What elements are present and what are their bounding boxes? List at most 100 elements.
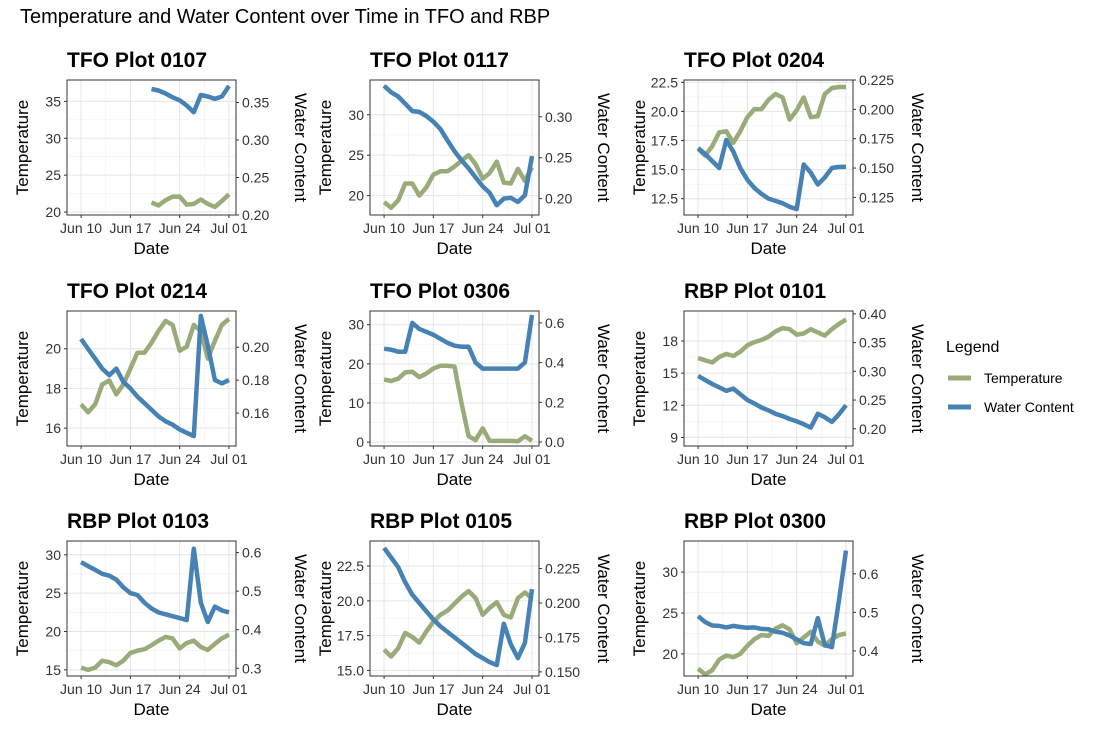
series-line-water-content: [696, 373, 848, 430]
series-line-water-content: [383, 314, 535, 371]
panel-tfo-plot-0107: 20 25 30 35 0.20 0.25 0.30 0.35 Jun 10 Jun 17 Jun …: [13, 49, 310, 258]
panel-title: TFO Plot 0214: [67, 280, 207, 303]
panel-title: TFO Plot 0306: [370, 280, 510, 303]
panel-border: [66, 310, 237, 447]
figure-title: Temperature and Water Content over Time …: [20, 6, 551, 28]
x-tick-label: Jun 17: [726, 681, 768, 697]
series-line-water-content: [696, 550, 849, 650]
y2-tick-label: 0.25: [859, 392, 886, 408]
x-axis-label: Date: [134, 470, 170, 489]
y2-tick-label: 0.6: [242, 545, 262, 561]
y2-axis-label: Water Content: [291, 93, 310, 202]
x-tick-label: Jun 17: [412, 681, 454, 697]
x-tick-label: Jun 24: [462, 681, 504, 697]
y-tick-label: 0: [356, 434, 364, 450]
y2-tick-label: 0.6: [859, 566, 879, 582]
y2-tick-label: 0.0: [545, 434, 565, 450]
y-axis-label: Temperature: [316, 561, 335, 656]
y2-tick-label: 0.4: [242, 622, 262, 638]
y-tick-label: 17.5: [651, 133, 678, 149]
y2-tick-label: 0.225: [859, 72, 894, 88]
x-tick-label: Jun 24: [462, 220, 504, 236]
y2-tick-label: 0.35: [859, 335, 886, 351]
series-line-temperature: [79, 317, 231, 415]
y2-tick-label: 0.25: [242, 170, 269, 186]
panel-title: TFO Plot 0117: [370, 49, 509, 72]
x-tick-label: Jul 01: [513, 681, 551, 697]
x-tick-label: Jun 24: [159, 451, 201, 467]
panel-border: [683, 79, 854, 216]
y-tick-label: 30: [348, 107, 364, 123]
panel-title: TFO Plot 0204: [684, 49, 824, 72]
x-tick-label: Jun 24: [159, 220, 201, 236]
y-axis-label: Temperature: [13, 561, 32, 656]
panel-title: RBP Plot 0105: [370, 510, 512, 533]
y-tick-label: 20: [662, 646, 678, 662]
x-tick-label: Jun 10: [677, 451, 719, 467]
y-tick-label: 25: [45, 167, 61, 183]
y-tick-label: 10: [348, 395, 364, 411]
panel-title: RBP Plot 0300: [684, 510, 826, 533]
y2-tick-label: 0.2: [545, 394, 565, 410]
x-tick-label: Jun 17: [412, 220, 454, 236]
y2-tick-label: 0.20: [242, 207, 269, 223]
y-tick-label: 9: [670, 429, 678, 445]
y-tick-label: 35: [45, 93, 61, 109]
x-tick-label: Jul 01: [513, 220, 551, 236]
x-tick-label: Jul 01: [210, 451, 248, 467]
y-tick-label: 20: [45, 341, 61, 357]
panel-rbp-plot-0103: 15 20 25 30 0.3 0.4 0.5 0.6 Jun 10 Jun 17 Jun 24 Ju…: [13, 510, 310, 719]
y-tick-label: 30: [662, 564, 678, 580]
y2-tick-label: 0.20: [859, 421, 886, 437]
y2-axis-label: Water Content: [291, 324, 310, 433]
x-tick-label: Jun 24: [462, 451, 504, 467]
panel-border: [369, 79, 540, 216]
y-axis-label: Temperature: [13, 331, 32, 426]
series-line-temperature: [383, 363, 534, 444]
y-tick-label: 20.0: [337, 593, 364, 609]
y2-tick-label: 0.200: [545, 595, 580, 611]
x-axis-label: Date: [437, 239, 473, 258]
y2-tick-label: 0.125: [859, 189, 894, 205]
series-line-water-content: [696, 137, 846, 212]
panel-tfo-plot-0117: 20 25 30 0.20 0.25 0.30 Jun 10 Jun 17 Jun 24 Jul …: [316, 49, 613, 258]
y2-axis-label: Water Content: [291, 554, 310, 663]
y2-tick-label: 0.175: [859, 131, 894, 147]
panel-border: [683, 540, 854, 677]
panel-border: [369, 310, 540, 447]
y2-axis-label: Water Content: [594, 93, 613, 202]
y2-tick-label: 0.175: [545, 629, 580, 645]
y2-tick-label: 0.5: [242, 583, 262, 599]
x-tick-label: Jun 10: [363, 220, 405, 236]
y2-tick-label: 0.5: [859, 604, 879, 620]
y2-tick-label: 0.3: [242, 660, 262, 676]
x-tick-label: Jun 10: [363, 451, 405, 467]
y2-tick-label: 0.18: [242, 372, 269, 388]
y2-axis-label: Water Content: [908, 554, 927, 663]
y-tick-label: 15.0: [651, 162, 678, 178]
x-tick-label: Jun 10: [363, 681, 405, 697]
y-tick-label: 22.5: [337, 558, 364, 574]
series-line-water-content: [80, 546, 230, 625]
y-tick-label: 20: [348, 356, 364, 372]
panel-tfo-plot-0204: 12.5 15.0 17.5 20.0 22.5 0.125 0.150 0.175 0.200…: [630, 49, 927, 258]
y2-tick-label: 0.16: [242, 405, 269, 421]
x-tick-label: Jun 24: [776, 681, 818, 697]
x-tick-label: Jun 17: [412, 451, 454, 467]
series-line-temperature: [382, 588, 534, 659]
y-axis-label: Temperature: [316, 331, 335, 426]
x-axis-label: Date: [751, 470, 787, 489]
y2-axis-label: Water Content: [594, 554, 613, 663]
x-tick-label: Jun 10: [60, 451, 102, 467]
x-tick-label: Jul 01: [210, 681, 248, 697]
x-tick-label: Jul 01: [827, 220, 865, 236]
series-line-water-content: [382, 84, 535, 208]
y-tick-label: 25: [45, 585, 61, 601]
panel-tfo-plot-0214: 16 18 20 0.16 0.18 0.20 Jun 10 Jun 17 Jun 24 Jul …: [13, 280, 310, 489]
series-line-temperature: [696, 84, 846, 158]
x-tick-label: Jun 17: [109, 220, 151, 236]
y2-tick-label: 0.40: [859, 306, 886, 322]
y-tick-label: 15.0: [337, 662, 364, 678]
x-tick-label: Jun 17: [109, 451, 151, 467]
panel-title: RBP Plot 0103: [67, 510, 209, 533]
